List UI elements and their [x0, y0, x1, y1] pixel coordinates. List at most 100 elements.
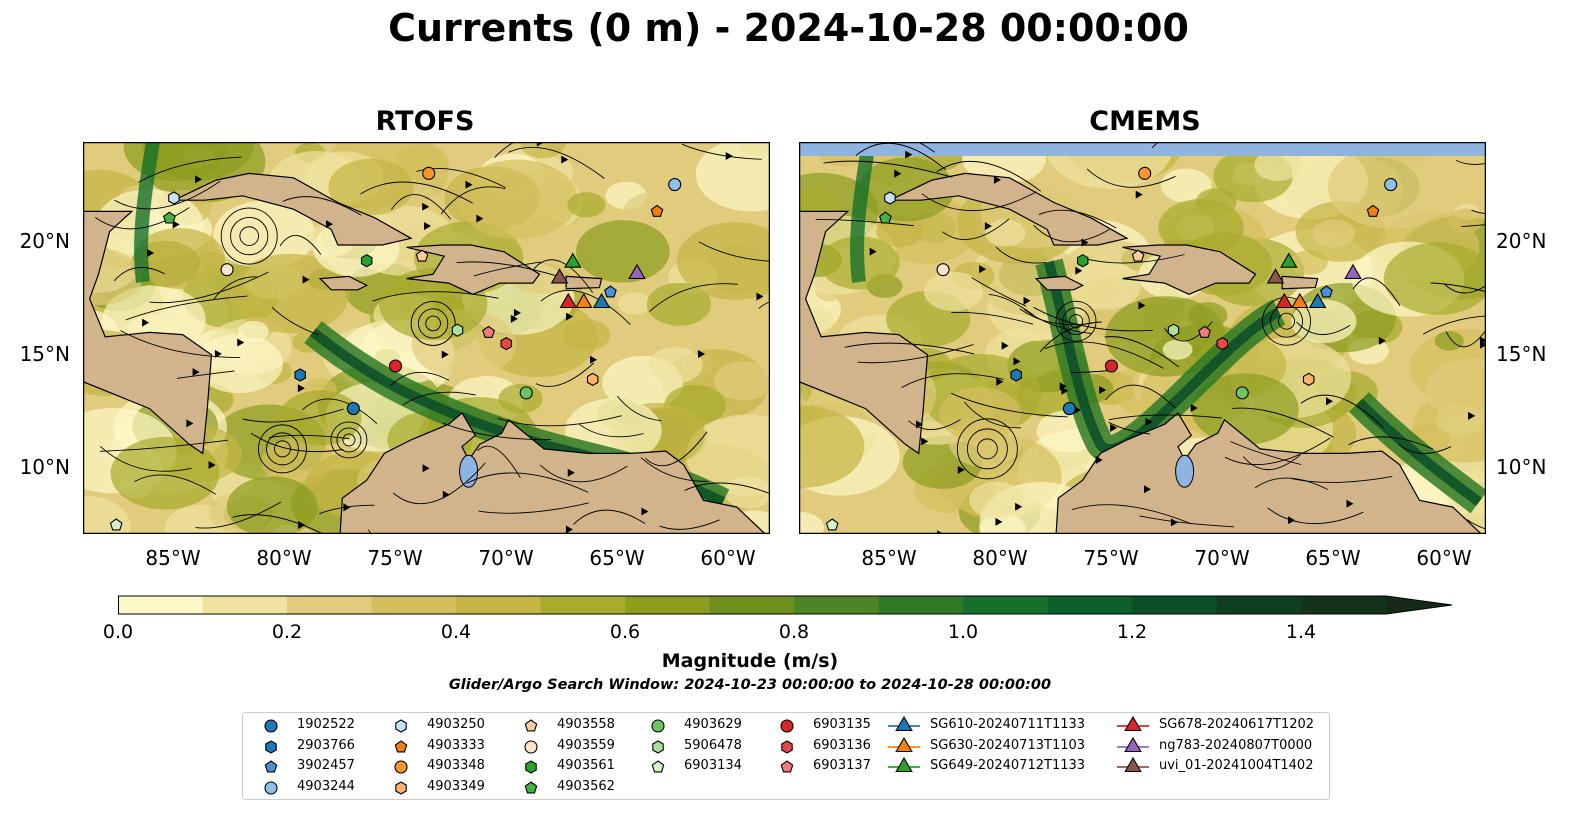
- cbar-tick-0: 0.0: [102, 621, 134, 643]
- streamline-arrow: [237, 338, 245, 347]
- streamline: [391, 194, 451, 220]
- legend-label: 6903136: [813, 737, 871, 753]
- colorbar-segment: [456, 596, 542, 614]
- streamline-arrow: [725, 151, 733, 160]
- streamline-arrow: [1099, 385, 1107, 394]
- streamline: [533, 259, 594, 293]
- streamline-arrow: [1015, 502, 1023, 511]
- cbar-tick-6: 1.2: [1116, 621, 1148, 643]
- streamline: [988, 294, 1034, 316]
- xtick-right-70w: 70°W: [1194, 546, 1250, 570]
- eddy-streamline: [1068, 314, 1084, 329]
- legend-marker: [781, 739, 793, 754]
- legend-marker-icon: [264, 760, 278, 773]
- streamline: [540, 290, 631, 325]
- marker-4903250: [884, 191, 896, 205]
- land-centralAmerica: [799, 210, 929, 534]
- marker-4903250: [168, 191, 180, 205]
- eddy-streamline: [266, 432, 299, 466]
- legend-label: SG630-20240713T1103: [930, 737, 1086, 753]
- legend-label: 2903766: [297, 737, 355, 753]
- legend-label: 4903333: [427, 737, 485, 753]
- legend-marker-icon: [780, 760, 794, 773]
- land-jamaica: [1034, 275, 1085, 291]
- eddy-streamline: [956, 418, 1018, 480]
- ytick-left-10n: 10°N: [19, 455, 70, 479]
- streamline-arrow: [476, 214, 484, 223]
- legend-label: 6903137: [813, 758, 871, 773]
- legend-marker: [895, 736, 913, 752]
- xtick-right-75w: 75°W: [1083, 546, 1139, 570]
- marker-4903629: [519, 386, 533, 400]
- legend-marker: [395, 780, 407, 795]
- streamline-arrow: [325, 220, 333, 229]
- streamline-arrow: [423, 221, 431, 230]
- streamline-arrow: [641, 507, 649, 516]
- streamline: [855, 142, 946, 170]
- legend-marker: [524, 719, 538, 732]
- marker-4903333: [1366, 204, 1380, 217]
- streamline: [497, 415, 622, 427]
- streamline: [1455, 159, 1486, 165]
- legend-marker-icon: [395, 719, 407, 733]
- land-centralAmerica: [83, 210, 213, 534]
- streamline-arrow: [186, 419, 194, 428]
- ytick-left-15n: 15°N: [19, 342, 70, 366]
- marker-4903348: [1138, 166, 1152, 180]
- streamline-arrow: [984, 222, 992, 231]
- eddy-streamline: [976, 438, 998, 460]
- eddy-streamline: [220, 207, 278, 265]
- marker-SG649-20240712T1133: [1280, 252, 1298, 268]
- legend-label: 4903349: [427, 778, 485, 794]
- marker-ng783-20240807T0000: [628, 263, 646, 279]
- colorbar-outline: [118, 595, 1453, 615]
- streamline: [1300, 394, 1385, 429]
- streamline-arrow: [1170, 518, 1178, 527]
- marker-6903136: [500, 336, 513, 351]
- marker-6903136: [1216, 336, 1229, 351]
- marker-6903137: [482, 325, 495, 338]
- eddy-streamline: [1278, 312, 1295, 330]
- eddy-streamline: [418, 308, 449, 339]
- colorbar-segment: [794, 596, 880, 614]
- colorbar-segment: [1132, 596, 1218, 614]
- streamline-arrow: [1110, 423, 1118, 432]
- legend-label: 4903561: [557, 758, 615, 773]
- map-frame: [83, 142, 770, 534]
- streamline: [389, 371, 450, 387]
- legend-label: 4903559: [557, 737, 615, 753]
- streamline: [456, 261, 561, 278]
- legend-marker: [651, 719, 665, 733]
- streamline: [540, 464, 628, 483]
- ytick-left-20n: 20°N: [19, 229, 70, 253]
- legend-marker: [1124, 736, 1142, 752]
- streamline-arrow: [513, 308, 521, 317]
- streamline: [995, 246, 1047, 264]
- streamline-arrow: [1081, 238, 1089, 247]
- legend-label: 6903134: [684, 758, 742, 773]
- streamline: [473, 261, 541, 277]
- streamline: [645, 431, 708, 467]
- streamline: [1444, 283, 1486, 294]
- streamline: [271, 306, 320, 336]
- streamline: [1024, 309, 1092, 334]
- legend-marker-icon: [1117, 736, 1149, 752]
- streamline: [232, 514, 325, 534]
- marker-4903559: [936, 263, 950, 277]
- colorbar-segment: [709, 596, 795, 614]
- streamline: [815, 218, 914, 227]
- eddy-streamline: [342, 433, 356, 447]
- streamline-arrow: [567, 468, 575, 477]
- streamline: [1151, 142, 1160, 149]
- land-puertoRico: [1281, 275, 1319, 290]
- legend-label: SG610-20240711T1133: [930, 717, 1086, 732]
- ytick-right-20n: 20°N: [1496, 229, 1547, 253]
- marker-6903135: [388, 359, 403, 373]
- legend: 1902522 2903766 3902457 4903244 4903250 49033…: [242, 712, 1330, 800]
- streamline: [1081, 254, 1185, 264]
- legend-marker-icon: [395, 780, 407, 795]
- ytick-right-15n: 15°N: [1496, 342, 1547, 366]
- eddy-streamline: [239, 226, 259, 246]
- marker-4903348: [422, 166, 436, 180]
- streamline-arrow: [142, 318, 150, 327]
